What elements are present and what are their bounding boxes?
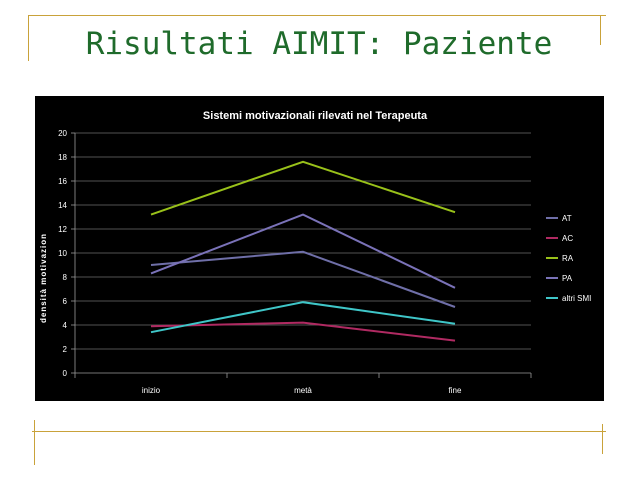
legend-entry: PA xyxy=(562,274,573,283)
y-tick-label: 18 xyxy=(58,153,67,162)
legend-entry: AC xyxy=(562,234,573,243)
y-tick-label: 2 xyxy=(63,345,68,354)
legend-entry: RA xyxy=(562,254,574,263)
chart-frame: Sistemi motivazionali rilevati nel Terap… xyxy=(35,96,604,401)
y-tick-label: 10 xyxy=(58,249,67,258)
axes: 0 2 4 6 8 10 12 14 16 18 20 inizio metà fine xyxy=(58,129,532,395)
series-lines xyxy=(150,160,456,342)
x-tick-label: inizio xyxy=(142,386,161,395)
top-divider-line xyxy=(28,15,606,16)
x-tick-label: fine xyxy=(449,386,462,395)
y-tick-label: 16 xyxy=(58,177,67,186)
series-line-ra xyxy=(150,160,456,216)
slide-title: Risultati AIMIT: Paziente xyxy=(85,26,553,62)
y-tick-label: 6 xyxy=(63,297,68,306)
series-line-at xyxy=(150,250,456,308)
bottom-divider-line xyxy=(32,431,606,432)
series-line-altri-smi xyxy=(150,301,456,334)
grid-lines xyxy=(75,132,531,350)
y-tick-label: 14 xyxy=(58,201,67,210)
legend-entry: altri SMI xyxy=(562,294,591,303)
top-left-tick xyxy=(28,15,29,61)
y-tick-label: 0 xyxy=(63,369,68,378)
y-axis-label: densità motivazion xyxy=(39,233,48,323)
top-right-tick xyxy=(600,15,601,45)
line-chart: Sistemi motivazionali rilevati nel Terap… xyxy=(39,110,591,395)
y-tick-label: 12 xyxy=(58,225,67,234)
legend-entry: AT xyxy=(562,214,572,223)
series-line-pa xyxy=(150,213,456,289)
bottom-left-tick xyxy=(34,420,35,465)
y-tick-label: 4 xyxy=(63,321,68,330)
chart-title: Sistemi motivazionali rilevati nel Terap… xyxy=(203,110,428,122)
y-tick-label: 20 xyxy=(58,129,67,138)
series-line-ac xyxy=(150,321,456,342)
bottom-right-tick xyxy=(602,424,603,454)
legend: AT AC RA PA altri SMI xyxy=(546,214,591,303)
x-tick-label: metà xyxy=(294,386,312,395)
y-tick-label: 8 xyxy=(63,273,68,282)
